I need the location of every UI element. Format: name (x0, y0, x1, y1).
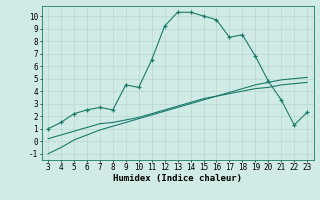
X-axis label: Humidex (Indice chaleur): Humidex (Indice chaleur) (113, 174, 242, 183)
